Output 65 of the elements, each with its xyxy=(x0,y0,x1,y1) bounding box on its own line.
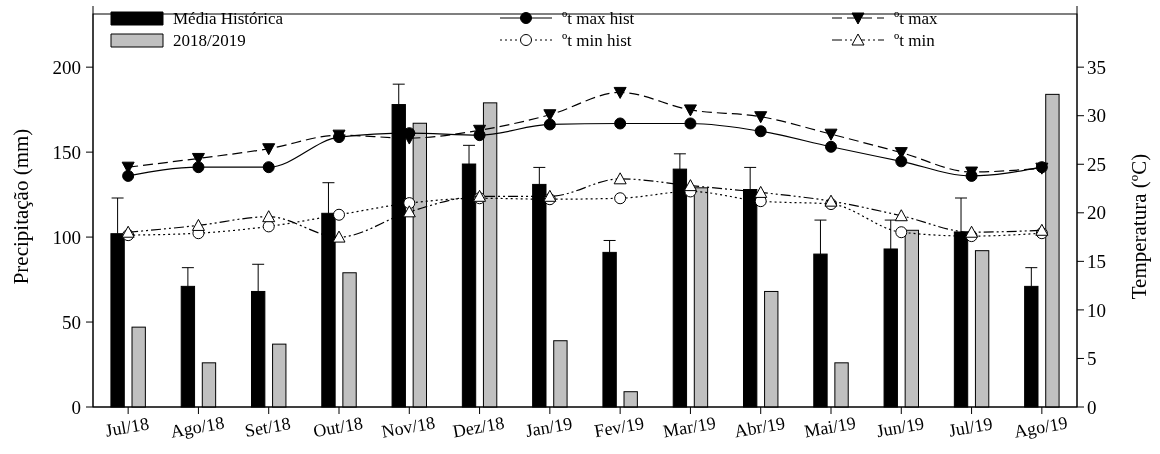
y2-tick-label: 35 xyxy=(1087,56,1106,78)
point xyxy=(824,128,838,141)
point xyxy=(684,117,697,130)
point xyxy=(262,143,276,156)
x-tick-label: Ago/19 xyxy=(1012,412,1070,442)
y2-tick-label: 15 xyxy=(1087,251,1106,273)
y2-tick-label: 30 xyxy=(1087,105,1106,127)
point xyxy=(262,220,275,233)
point xyxy=(543,189,557,202)
legend-label: ºt max xyxy=(894,9,939,28)
legend-label: 2018/2019 xyxy=(173,31,246,50)
legend-label: ºt max hist xyxy=(562,9,635,28)
x-tick-label: Nov/18 xyxy=(379,412,437,442)
point xyxy=(262,210,276,223)
point xyxy=(192,161,205,174)
y-tick-label: 200 xyxy=(52,56,81,78)
point xyxy=(965,225,979,238)
x-tick-label: Mar/19 xyxy=(661,412,718,442)
y-axis-title: Precipitação (mm) xyxy=(9,128,33,285)
y2-tick-label: 5 xyxy=(1087,348,1097,370)
point xyxy=(121,225,135,238)
point xyxy=(754,125,767,138)
point xyxy=(543,109,557,122)
y-tick-label: 100 xyxy=(52,226,81,248)
point xyxy=(895,226,908,239)
legend-label: ºt min xyxy=(894,31,936,50)
point xyxy=(894,209,908,222)
x-tick-label: Out/18 xyxy=(311,412,365,442)
x-tick-label: Mai/19 xyxy=(802,412,858,442)
point xyxy=(683,104,697,117)
point xyxy=(262,161,275,174)
point xyxy=(1035,223,1049,236)
x-tick-label: Jul/18 xyxy=(103,413,151,441)
point xyxy=(332,230,346,243)
point xyxy=(754,111,768,124)
y-tick-label: 50 xyxy=(62,311,81,333)
y-tick-label: 0 xyxy=(71,396,81,418)
x-tick-label: Jul/19 xyxy=(947,413,994,441)
x-tick-label: Jan/19 xyxy=(523,413,574,442)
x-tick-label: Abr/19 xyxy=(732,412,787,442)
y2-tick-label: 20 xyxy=(1087,202,1106,224)
legend-label: Média Histórica xyxy=(173,9,284,28)
y2-tick-label: 10 xyxy=(1087,299,1106,321)
x-tick-label: Jun/19 xyxy=(874,413,926,442)
y-tick-label: 150 xyxy=(52,141,81,163)
y2-tick-label: 0 xyxy=(1087,396,1097,418)
x-tick-label: Ago/18 xyxy=(169,412,226,442)
point xyxy=(824,194,838,207)
point xyxy=(191,218,205,231)
point xyxy=(333,208,345,221)
x-tick-label: Dez/18 xyxy=(451,412,506,442)
x-tick-label: Fev/19 xyxy=(592,412,646,442)
legend-label: ºt min hist xyxy=(562,31,632,50)
point xyxy=(614,192,627,205)
point xyxy=(543,118,556,131)
x-tick-label: Set/18 xyxy=(243,413,293,441)
point xyxy=(402,205,416,218)
point xyxy=(614,117,627,130)
point xyxy=(825,140,837,153)
point xyxy=(754,185,768,198)
y2-tick-label: 25 xyxy=(1087,153,1106,175)
point xyxy=(683,179,697,192)
point xyxy=(613,86,627,99)
y2-axis-title: Temperatura (ºC) xyxy=(1127,153,1151,300)
point xyxy=(613,172,627,185)
